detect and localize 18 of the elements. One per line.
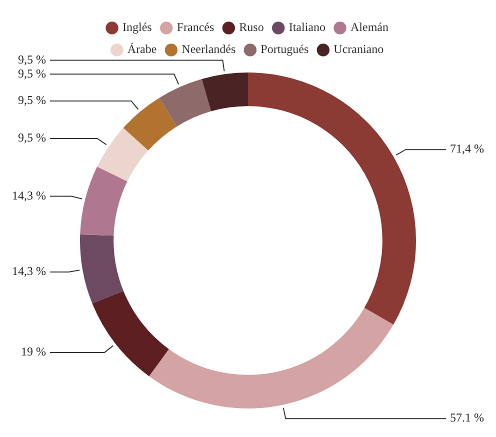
data-label: 57.1 % [450,410,484,425]
legend-label: Árabe [127,42,157,56]
legend-label: Ucraniano [334,42,384,56]
data-label: 9,5 % [18,66,46,80]
data-label: 19 % [21,344,46,359]
legend-label: Italiano [288,20,326,34]
data-label: 14,3 % [12,188,46,202]
legend-label: Portugués [260,42,309,56]
legend-label: Inglés [122,20,152,34]
legend-label: Ruso [239,20,264,34]
data-label: 9,5 % [18,93,46,108]
data-label: 71,4 % [450,142,484,156]
legend-label: Neerlandés [182,42,236,56]
data-label: 9,5 % [18,52,46,66]
legend-label: Alemán [350,20,388,34]
data-label: 14,3 % [12,264,46,278]
legend-label: Francés [176,20,214,34]
data-label: 9,5 % [18,130,46,145]
